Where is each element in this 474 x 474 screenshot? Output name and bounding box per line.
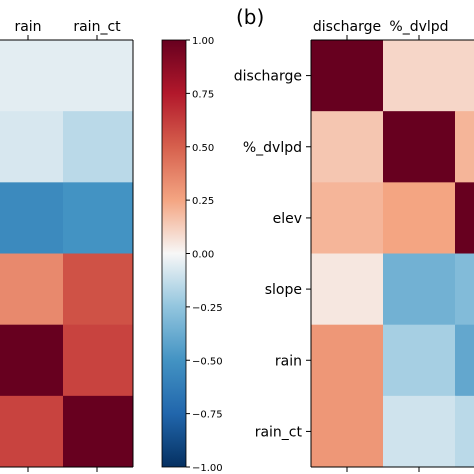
colorbar-tick-label: 0.50 [192,143,214,154]
heatmap-b-cell [383,253,456,326]
heatmap-b-cell [455,253,474,326]
heatmap-b-y-label: rain_ct [255,424,303,440]
heatmap-a-cell [0,253,63,326]
heatmap-a-cell [0,395,63,468]
heatmap-a-x-label: rain [14,19,41,35]
heatmap-a-cell [63,182,133,255]
colorbar-tick-label: −0.75 [192,410,223,421]
colorbar-tick-label: 0.25 [192,196,214,207]
heatmap-b-cell [455,395,474,468]
heatmap-a-x-label: rain_ct [73,19,121,35]
heatmap-a-cell [0,111,63,183]
colorbar-tick-label: 0.75 [192,89,214,100]
heatmap-b-cell [383,324,456,397]
heatmap-b-cell [311,40,384,112]
heatmap-b-x-label: discharge [313,19,381,35]
heatmap-a-cell [63,324,133,397]
heatmap-a-cell [63,111,133,183]
heatmap-b-cell [311,324,384,397]
heatmap-b-cell [383,395,456,468]
colorbar-tick-label: −0.50 [192,356,223,367]
heatmap-b-x-labels: discharge %_dvlpd [313,19,449,35]
heatmap-b-y-label: discharge [234,69,302,85]
heatmap-b [310,35,474,473]
heatmap-b-cell [311,253,384,326]
heatmap-a-x-labels: rain rain_ct [14,19,121,35]
colorbar-tick-label: 1.00 [192,36,214,47]
heatmap-b-cell [455,40,474,112]
heatmap-a-cell [0,182,63,255]
panel-b-label: (b) [236,5,264,29]
heatmap-b-cell [311,395,384,468]
colorbar-ticks: 1.00 0.75 0.50 0.25 0.00 −0.25 −0.50 −0.75 −1.00 [186,36,223,474]
heatmap-a-cell [63,253,133,326]
heatmap-b-y-label: rain [275,353,302,369]
heatmap-b-cell [455,111,474,183]
heatmap-b-cell [383,182,456,255]
heatmap-b-cell [455,324,474,397]
heatmap-b-cell [455,182,474,255]
heatmap-b-cell [311,182,384,255]
heatmap-a-cell [0,324,63,397]
colorbar [161,39,187,468]
heatmap-b-y-label: slope [265,282,302,298]
colorbar-tick-label: 0.00 [192,250,214,261]
heatmap-b-y-label: %_dvlpd [243,140,302,156]
colorbar-tick-label: −1.00 [192,463,223,474]
heatmap-b-x-label: %_dvlpd [389,19,448,35]
heatmap-a [0,35,134,473]
heatmap-a-cell [0,40,63,112]
colorbar-tick-label: −0.25 [192,303,223,314]
heatmap-b-cell [311,111,384,183]
heatmap-b-cell [383,111,456,183]
heatmap-b-cell [383,40,456,112]
heatmap-a-cell [63,40,133,112]
heatmap-a-cell [63,395,133,468]
heatmap-b-y-label: elev [273,211,302,227]
